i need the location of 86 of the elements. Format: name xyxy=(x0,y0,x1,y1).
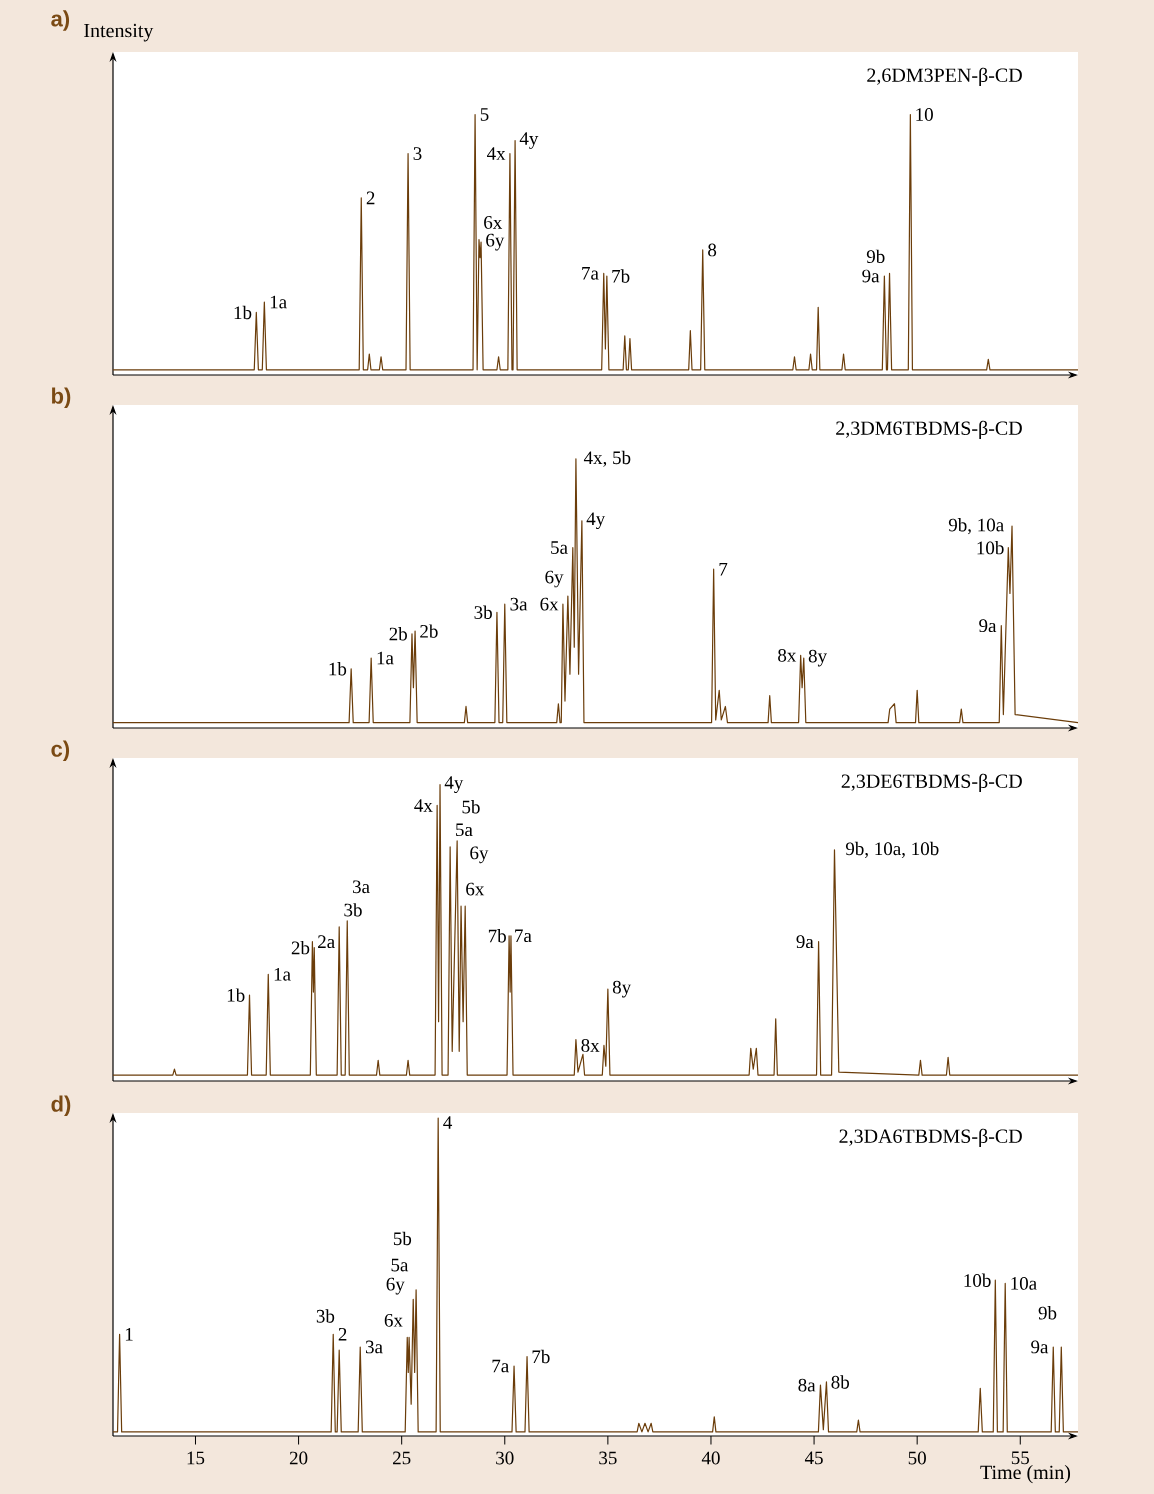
annotation: 6y xyxy=(470,846,489,864)
annotation: 6x xyxy=(484,216,503,229)
annotation: 7a xyxy=(492,1359,509,1373)
x-tick-label: 50 xyxy=(908,1451,926,1465)
annotation: 6y xyxy=(545,570,564,588)
annotation: 9b xyxy=(1038,1306,1057,1320)
x-axis-title: Time (min) xyxy=(980,1465,1071,1484)
annotation: 3b xyxy=(316,1309,335,1323)
x-tick-label: 15 xyxy=(187,1451,205,1465)
annotation: 10 xyxy=(916,108,933,121)
annotation: 4y xyxy=(586,512,606,530)
annotation: 3 xyxy=(413,147,422,160)
annotation: 8y xyxy=(612,980,632,998)
annotation: 5 xyxy=(480,108,489,121)
annotation: 4x xyxy=(414,799,433,812)
x-tick-label: 25 xyxy=(393,1451,411,1465)
annotation: 10b xyxy=(964,1273,991,1287)
annotation: 7a xyxy=(582,267,599,280)
annotation: 9a xyxy=(796,935,814,949)
annotation: 10b xyxy=(977,540,1004,555)
chart-title: d) xyxy=(51,1095,71,1117)
chart-subtitle: 2,3DA6TBDMS-β-CD xyxy=(839,1128,1022,1148)
annotation: 2b xyxy=(389,627,407,641)
annotation: 6y xyxy=(386,1277,405,1295)
annotation: 9b, 10a xyxy=(948,518,1004,535)
chart-subtitle: 2,6DM3PEN-β-CD xyxy=(867,67,1022,87)
x-tick-label: 55 xyxy=(1011,1451,1030,1465)
annotation: 6x xyxy=(384,1313,403,1327)
annotation: 1 xyxy=(125,1327,133,1341)
annotation: 6x xyxy=(466,882,485,896)
annotation: 5b xyxy=(462,800,480,814)
annotation: 9b xyxy=(866,249,885,263)
annotation: 1b xyxy=(234,305,252,320)
annotation: 8y xyxy=(808,649,827,667)
annotation: 8x xyxy=(581,1039,600,1052)
annotation: 2a xyxy=(318,935,335,949)
annotation: 3a xyxy=(510,597,528,611)
annotation: 7b xyxy=(612,269,630,283)
x-tick-label: 40 xyxy=(701,1451,720,1465)
x-tick-label: 30 xyxy=(496,1451,514,1465)
x-tick-label: 45 xyxy=(804,1451,823,1465)
annotation: 8 xyxy=(708,243,717,257)
annotation: 2b xyxy=(291,940,310,955)
y-axis-title: Intensity xyxy=(84,23,154,42)
annotation: 9a xyxy=(1031,1340,1049,1354)
x-tick-label: 20 xyxy=(289,1451,308,1465)
annotation: 3b xyxy=(344,903,362,917)
annotation: 8b xyxy=(831,1375,850,1389)
annotation: 8x xyxy=(778,648,797,662)
annotation: 7a xyxy=(515,929,532,943)
x-tick-label: 35 xyxy=(599,1451,617,1465)
annotation: 9a xyxy=(862,269,880,283)
annotation: 4y xyxy=(444,776,464,793)
annotation: 6y xyxy=(486,233,505,251)
annotation: 9b, 10a, 10b xyxy=(845,841,939,858)
annotation: 7 xyxy=(719,562,728,576)
annotation: 1a xyxy=(274,967,291,981)
annotation: 4x, 5b xyxy=(583,450,631,467)
annotation: 7b xyxy=(532,1349,550,1364)
annotation: 7b xyxy=(488,929,506,943)
annotation: 2b xyxy=(420,624,438,638)
annotation: 8a xyxy=(798,1378,816,1392)
annotation: 2 xyxy=(338,1327,347,1341)
annotation: 3a xyxy=(365,1340,383,1354)
annotation: 6x xyxy=(540,597,559,611)
annotation: 5a xyxy=(551,541,568,554)
chart-title: c) xyxy=(51,740,70,762)
annotation: 10a xyxy=(1011,1276,1037,1290)
annotation: 5b xyxy=(393,1231,412,1246)
annotation: 4x xyxy=(487,147,506,160)
annotation: 9a xyxy=(979,619,997,633)
annotation: 4 xyxy=(443,1116,453,1129)
annotation: 5a xyxy=(456,823,473,837)
annotation: 4y xyxy=(519,132,539,149)
chart-title: a) xyxy=(51,10,70,31)
annotation: 3b xyxy=(474,605,492,619)
annotation: 1a xyxy=(270,295,287,309)
annotation: 1b xyxy=(329,662,347,676)
chart-title: b) xyxy=(52,387,71,409)
annotation: 1a xyxy=(377,651,394,665)
chart-subtitle: 2,3DE6TBDMS-β-CD xyxy=(841,773,1022,793)
annotation: 2 xyxy=(366,191,375,205)
chart-subtitle: 2,3DM6TBDMS-β-CD xyxy=(836,420,1022,440)
annotation: 3a xyxy=(352,880,370,894)
annotation: 5a xyxy=(391,1258,409,1272)
annotation: 1b xyxy=(227,988,245,1002)
